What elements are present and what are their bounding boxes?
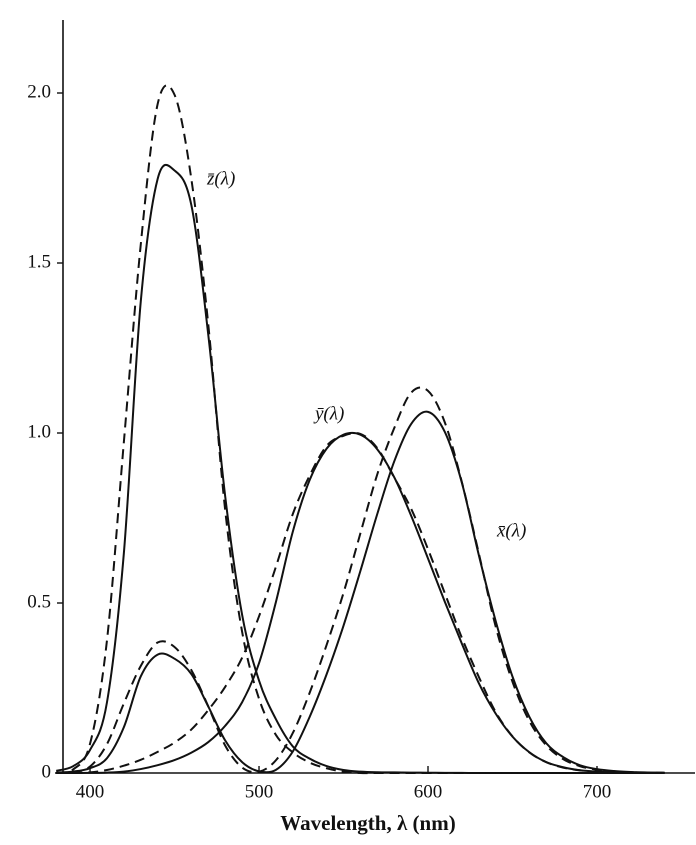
solid-curve <box>56 410 665 774</box>
x-tick-label: 700 <box>583 781 612 802</box>
x-tick-label: 600 <box>414 781 443 802</box>
dashed-curve <box>56 386 665 774</box>
dashed-curve <box>56 432 665 774</box>
solid-curve <box>56 431 665 774</box>
y-tick-label: 0 <box>42 761 52 782</box>
x-tick-label: 500 <box>245 781 274 802</box>
x-tick-label: 400 <box>76 781 105 802</box>
curve-label: z̄(λ) <box>206 168 235 189</box>
dashed-curve <box>56 84 665 775</box>
y-tick-label: 0.5 <box>27 591 51 612</box>
curve-label: x̄(λ) <box>496 520 526 541</box>
curve-label: ȳ(λ) <box>313 403 344 424</box>
y-tick-label: 1.0 <box>27 421 51 442</box>
solid-curve <box>55 163 665 775</box>
y-tick-label: 2.0 <box>27 81 51 102</box>
x-axis-label: Wavelength, λ (nm) <box>280 811 455 835</box>
y-tick-label: 1.5 <box>27 251 51 272</box>
